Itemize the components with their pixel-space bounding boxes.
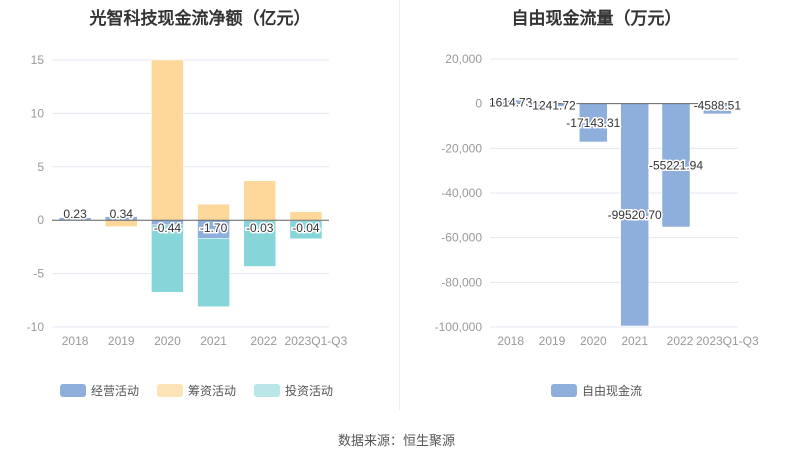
x-tick-label: 2019 (108, 334, 135, 348)
bar-筹资活动 (197, 203, 230, 221)
x-tick-label: 2021 (621, 334, 648, 348)
legend-label: 投资活动 (285, 384, 334, 398)
source-note: 数据来源：恒生聚源 (337, 433, 455, 448)
data-label: -0.03 (246, 221, 274, 235)
data-label: -4588.51 (694, 99, 742, 113)
legend-swatch (254, 384, 281, 397)
legend-swatch (60, 384, 86, 397)
y-tick-label: -5 (33, 267, 44, 281)
bar-筹资活动 (289, 211, 323, 221)
data-label: 0.23 (63, 207, 87, 221)
divider (399, 0, 400, 410)
legend-label: 自由现金流 (582, 384, 643, 398)
data-label: 1614.73 (489, 96, 533, 110)
x-tick-label: 2023Q1-Q3 (696, 334, 759, 348)
legend-fcf[interactable]: 自由现金流 (551, 382, 642, 399)
y-tick-label: 15 (31, 53, 45, 67)
right-chart-title: 自由现金流量（万元） (511, 9, 682, 28)
y-tick-label: 20,000 (445, 52, 482, 66)
y-tick-label: 0 (475, 97, 482, 111)
x-tick-label: 2018 (62, 334, 89, 348)
data-label: -1241.72 (528, 99, 576, 113)
data-label: -55221.94 (649, 158, 703, 172)
data-label: -1.70 (200, 221, 228, 235)
bar-筹资活动 (151, 59, 184, 221)
y-tick-label: 5 (37, 160, 44, 174)
x-tick-label: 2023Q1-Q3 (285, 334, 348, 348)
y-tick-label: -40,000 (441, 186, 482, 200)
bar-自由现金流 (620, 103, 649, 327)
right-legend: 自由现金流 (551, 382, 642, 399)
legend-financing[interactable]: 筹资活动 (157, 382, 236, 399)
bar-投资活动 (197, 238, 230, 307)
y-tick-label: -60,000 (441, 231, 482, 245)
x-tick-label: 2020 (154, 334, 181, 348)
data-label: -0.04 (292, 221, 320, 235)
x-tick-label: 2022 (250, 334, 277, 348)
bar-筹资活动 (243, 180, 276, 221)
data-label: 0.34 (110, 207, 134, 221)
legend-operating[interactable]: 经营活动 (60, 382, 139, 399)
legend-swatch (157, 384, 184, 397)
legend-label: 筹资活动 (188, 384, 237, 398)
x-tick-label: 2019 (539, 334, 566, 348)
x-tick-label: 2018 (497, 334, 524, 348)
y-tick-label: -10 (27, 320, 45, 334)
left-legend: 经营活动 筹资活动 投资活动 (60, 382, 333, 399)
data-label: -99520.70 (608, 208, 662, 222)
bar-投资活动 (243, 220, 276, 267)
y-tick-label: -20,000 (441, 141, 482, 155)
left-chart-title: 光智科技现金流净额（亿元） (89, 9, 311, 28)
x-tick-label: 2021 (200, 334, 227, 348)
legend-swatch (551, 384, 577, 397)
x-tick-label: 2020 (580, 334, 607, 348)
bar-投资活动 (151, 224, 184, 293)
y-tick-label: -100,000 (435, 320, 483, 334)
x-tick-label: 2022 (667, 334, 694, 348)
bar-自由现金流 (661, 103, 691, 228)
legend-label: 经营活动 (91, 384, 140, 398)
data-label: -0.44 (154, 221, 182, 235)
legend-investing[interactable]: 投资活动 (254, 382, 333, 399)
y-tick-label: 10 (31, 106, 45, 120)
y-tick-label: -80,000 (441, 275, 482, 289)
data-label: -17143.31 (566, 116, 620, 130)
y-tick-label: 0 (37, 213, 44, 227)
